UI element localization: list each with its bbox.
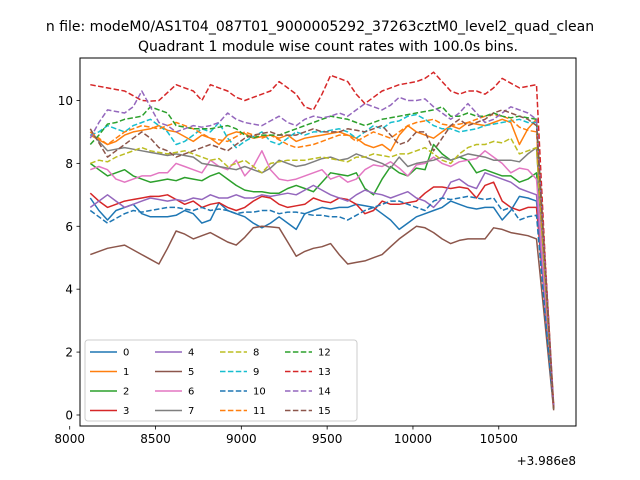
legend-label-0: 0 (123, 348, 129, 359)
y-axis: 0 2 4 6 8 10 (58, 94, 80, 422)
x-tick-label: 10500 (480, 432, 518, 446)
x-tick-label: 10000 (394, 432, 432, 446)
x-tick-label: 8000 (54, 432, 85, 446)
figure-suptitle: n file: modeM0/AS1T04_087T01_9000005292_… (46, 19, 594, 35)
legend-label-9: 9 (253, 367, 259, 378)
x-axis-offset-label: +3.986e8 (517, 454, 576, 468)
y-tick-label: 8 (65, 157, 73, 171)
series-line-7 (89, 131, 555, 409)
x-tick-label: 9000 (226, 432, 257, 446)
legend-label-8: 8 (253, 348, 259, 359)
series-line-9 (90, 113, 555, 409)
y-tick-label: 6 (65, 220, 73, 234)
legend-label-13: 13 (318, 367, 331, 378)
legend-label-3: 3 (123, 406, 129, 417)
legend-label-7: 7 (188, 406, 194, 417)
series-line-3 (89, 181, 555, 409)
legend-label-2: 2 (123, 387, 129, 398)
legend-label-14: 14 (318, 387, 331, 398)
legend-label-4: 4 (188, 348, 194, 359)
series-line-11 (89, 113, 555, 409)
chart-title: Quadrant 1 module wise count rates with … (138, 39, 518, 55)
y-tick-label: 2 (65, 346, 73, 360)
series-line-13 (90, 71, 555, 409)
series-line-1 (89, 118, 555, 406)
y-tick-label: 0 (65, 408, 73, 422)
x-tick-label: 9500 (312, 432, 343, 446)
legend-label-12: 12 (318, 348, 331, 359)
legend-label-1: 1 (123, 367, 129, 378)
series-line-2 (89, 143, 555, 408)
plot-lines (89, 71, 555, 411)
series-line-14 (89, 90, 555, 406)
y-tick-label: 10 (58, 94, 73, 108)
series-line-5 (90, 225, 555, 411)
series-line-6 (90, 150, 555, 409)
legend-frame (84, 339, 358, 422)
legend-label-11: 11 (253, 406, 266, 417)
plot-area-frame (79, 57, 577, 427)
series-line-12 (89, 106, 555, 409)
legend-label-10: 10 (253, 387, 266, 398)
series-line-8 (90, 137, 555, 409)
x-axis: 8000 8500 9000 9500 10000 10500 (54, 426, 518, 446)
series-line-4 (89, 172, 555, 409)
series-line-0 (89, 195, 555, 406)
x-tick-label: 8500 (140, 432, 171, 446)
series-line-15 (89, 109, 555, 409)
legend-label-15: 15 (318, 406, 331, 417)
y-tick-label: 4 (65, 283, 73, 297)
legend-label-5: 5 (188, 367, 194, 378)
legend-label-6: 6 (188, 387, 194, 398)
